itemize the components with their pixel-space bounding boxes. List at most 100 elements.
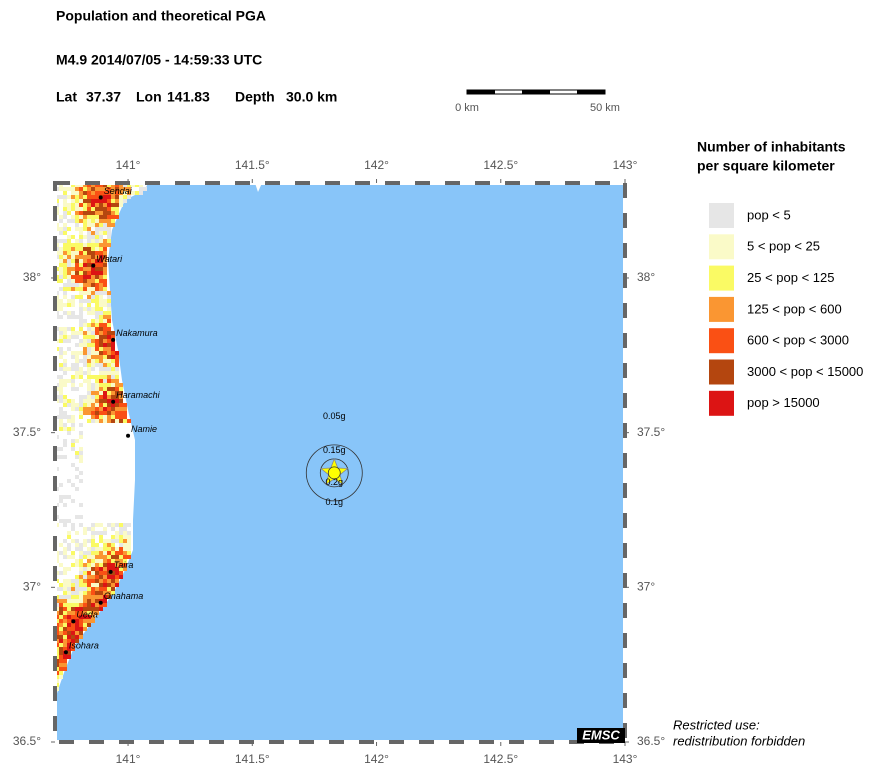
population-cell	[123, 567, 127, 571]
population-cell	[107, 335, 111, 339]
population-cell	[91, 291, 95, 295]
population-cell	[75, 247, 79, 251]
population-cell	[59, 307, 63, 311]
population-cell	[83, 235, 87, 239]
population-cell	[95, 379, 99, 383]
population-cell	[63, 523, 67, 527]
population-cell	[71, 251, 75, 255]
population-cell	[71, 627, 75, 631]
population-cell	[123, 411, 127, 415]
population-cell	[67, 591, 71, 595]
frame-dash	[53, 181, 627, 744]
population-cell	[79, 459, 83, 463]
population-cell	[75, 595, 79, 599]
population-cell	[79, 623, 83, 627]
population-cell	[107, 575, 111, 579]
population-cell	[83, 627, 87, 631]
population-cell	[75, 251, 79, 255]
population-cell	[123, 199, 127, 203]
population-cell	[83, 287, 87, 291]
population-cell	[71, 439, 75, 443]
population-cell	[87, 591, 91, 595]
population-cell	[59, 427, 63, 431]
scale-seg	[467, 90, 495, 94]
legend-title: per square kilometer	[697, 158, 835, 174]
population-cell	[79, 395, 83, 399]
population-cell	[79, 199, 83, 203]
population-cell	[79, 191, 83, 195]
population-cell	[103, 259, 107, 263]
population-cell	[59, 219, 63, 223]
population-cell	[103, 531, 107, 535]
population-cell	[67, 627, 71, 631]
population-cell	[111, 559, 115, 563]
population-cell	[71, 327, 75, 331]
population-cell	[95, 291, 99, 295]
x-tick-label: 143°	[613, 752, 638, 766]
population-cell	[123, 419, 127, 423]
population-cell	[103, 603, 107, 607]
population-cell	[71, 311, 75, 315]
population-cell	[79, 575, 83, 579]
population-cell	[87, 351, 91, 355]
population-cell	[59, 623, 63, 627]
population-cell	[59, 619, 63, 623]
population-cell	[111, 415, 115, 419]
population-cell	[115, 399, 119, 403]
population-cell	[87, 419, 91, 423]
population-cell	[71, 463, 75, 467]
population-cell	[91, 327, 95, 331]
population-cell	[111, 371, 115, 375]
population-cell	[87, 391, 91, 395]
population-cell	[111, 355, 115, 359]
population-cell	[119, 563, 123, 567]
population-cell	[91, 235, 95, 239]
population-cell	[59, 275, 63, 279]
population-cell	[103, 583, 107, 587]
population-cell	[71, 407, 75, 411]
population-cell	[107, 343, 111, 347]
population-cell	[59, 387, 63, 391]
population-cell	[59, 239, 63, 243]
population-cell	[95, 419, 99, 423]
population-cell	[71, 255, 75, 259]
population-cell	[75, 631, 79, 635]
population-cell	[103, 359, 107, 363]
population-cell	[127, 187, 131, 191]
population-cell	[107, 551, 111, 555]
population-cell	[103, 587, 107, 591]
population-cell	[75, 559, 79, 563]
population-cell	[107, 207, 111, 211]
population-cell	[87, 367, 91, 371]
population-cell	[83, 251, 87, 255]
population-cell	[75, 287, 79, 291]
population-cell	[63, 403, 67, 407]
population-cell	[67, 283, 71, 287]
population-cell	[103, 219, 107, 223]
population-cell	[123, 187, 127, 191]
population-cell	[127, 191, 131, 195]
population-cell	[83, 379, 87, 383]
population-cell	[95, 315, 99, 319]
population-cell	[79, 503, 83, 507]
population-cell	[83, 307, 87, 311]
population-cell	[107, 523, 111, 527]
population-cell	[103, 255, 107, 259]
population-cell	[107, 407, 111, 411]
population-cell	[75, 267, 79, 271]
population-cell	[79, 247, 83, 251]
population-cell	[63, 239, 67, 243]
population-cell	[123, 539, 127, 543]
population-grid	[55, 183, 147, 691]
population-cell	[71, 299, 75, 303]
population-cell	[71, 315, 75, 319]
population-cell	[59, 187, 63, 191]
population-cell	[95, 211, 99, 215]
population-cell	[91, 351, 95, 355]
population-cell	[103, 195, 107, 199]
population-cell	[71, 283, 75, 287]
population-cell	[91, 323, 95, 327]
population-cell	[79, 619, 83, 623]
population-cell	[95, 559, 99, 563]
population-cell	[75, 367, 79, 371]
